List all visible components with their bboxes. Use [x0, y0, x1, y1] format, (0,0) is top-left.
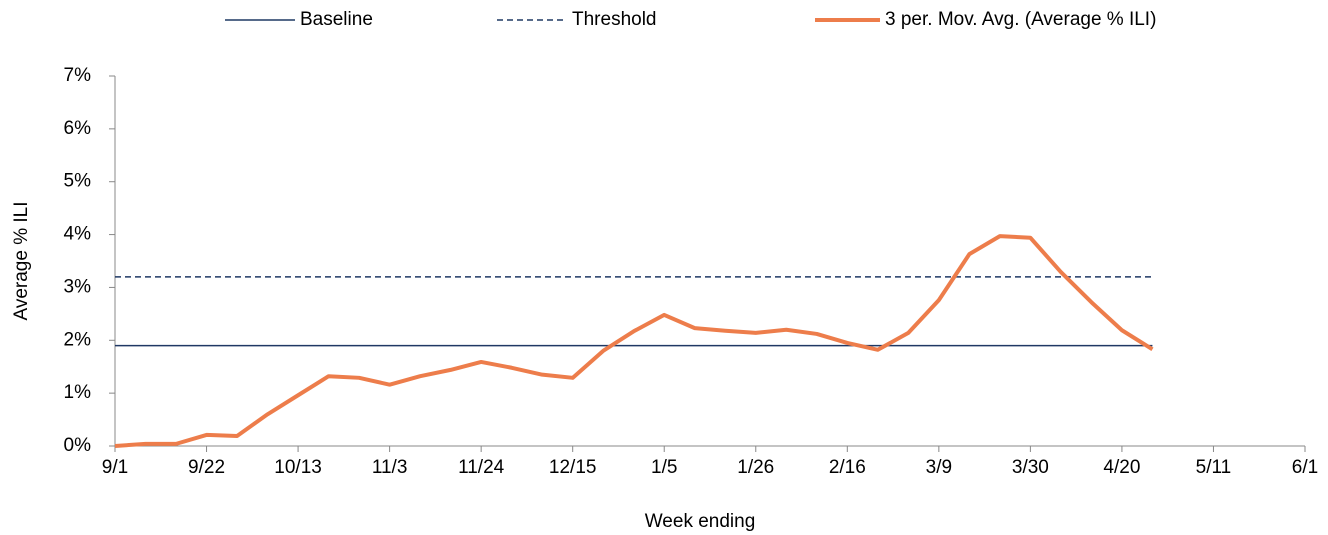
x-tick-label: 9/22 [188, 457, 225, 478]
y-tick-label: 4% [64, 224, 92, 245]
y-tick-label: 5% [64, 171, 92, 192]
legend-label: 3 per. Mov. Avg. (Average % ILI) [885, 9, 1156, 30]
x-tick-label: 4/20 [1103, 457, 1140, 478]
y-tick-label: 2% [64, 329, 92, 350]
x-tick-label: 1/5 [651, 457, 677, 478]
x-tick-label: 3/30 [1012, 457, 1049, 478]
x-tick-label: 9/1 [102, 457, 128, 478]
x-tick-label: 11/3 [372, 457, 408, 478]
x-tick-label: 10/13 [274, 457, 322, 478]
y-tick-label: 1% [64, 382, 92, 403]
y-tick-label: 0% [64, 435, 92, 456]
y-axis-label: Average % ILI [11, 201, 32, 320]
y-tick-label: 7% [64, 65, 92, 86]
x-tick-label: 12/15 [549, 457, 597, 478]
x-tick-label: 3/9 [926, 457, 952, 478]
x-tick-label: 2/16 [829, 457, 866, 478]
series-line [114, 234, 1154, 448]
legend-label: Baseline [300, 9, 373, 30]
x-tick-label: 5/11 [1196, 457, 1232, 478]
x-tick-label: 11/24 [458, 457, 505, 478]
x-axis-label: Week ending [645, 511, 756, 532]
y-tick-label: 6% [64, 118, 92, 139]
x-tick-label: 1/26 [737, 457, 774, 478]
y-tick-label: 3% [64, 276, 92, 297]
legend-label: Threshold [572, 9, 657, 30]
x-tick-label: 6/1 [1292, 457, 1318, 478]
